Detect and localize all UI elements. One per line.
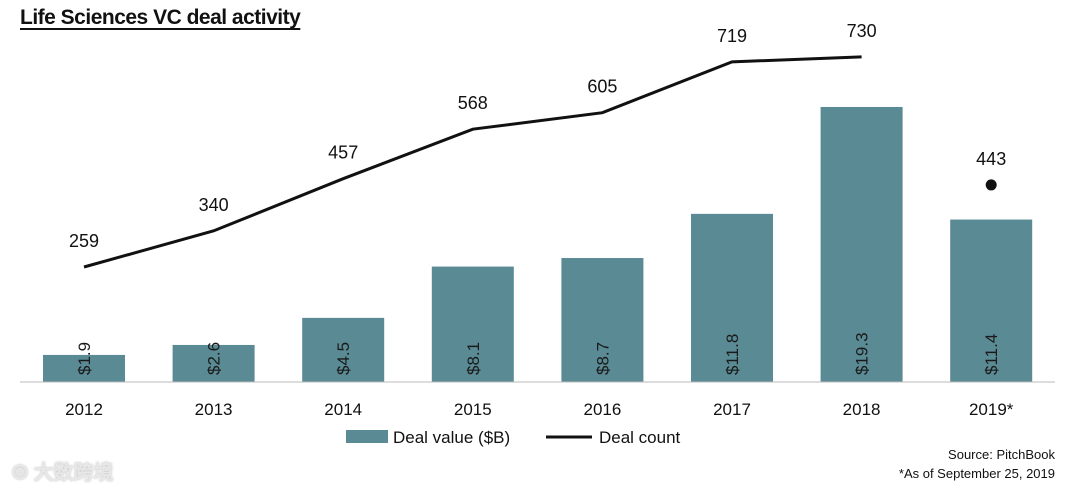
x-tick-label: 2015 <box>454 400 492 419</box>
legend-bar-swatch <box>346 430 388 443</box>
x-tick-label: 2018 <box>843 400 881 419</box>
deal-count-label: 457 <box>328 143 358 163</box>
deal-count-label: 605 <box>587 77 617 97</box>
watermark-text: 大数跨境 <box>33 462 114 484</box>
deal-count-label: 340 <box>199 195 229 215</box>
source-note: Source: PitchBook <box>948 447 1055 462</box>
bar-2014 <box>302 317 385 382</box>
deal-count-point-2019 <box>985 179 997 191</box>
x-tick-label: 2014 <box>324 400 362 419</box>
bar-2013 <box>172 344 255 382</box>
x-tick-label: 2017 <box>713 400 751 419</box>
watermark-logo: ⦾ 大数跨境 <box>12 462 114 484</box>
bar-2017 <box>691 213 773 382</box>
legend-bar-label: Deal value ($B) <box>393 428 510 447</box>
bar-value-label: $8.1 <box>464 342 483 375</box>
chart-title: Life Sciences VC deal activity <box>20 6 301 29</box>
legend-line-label: Deal count <box>599 428 681 447</box>
deal-count-label: 568 <box>458 93 488 113</box>
deal-count-line <box>83 55 862 269</box>
bar-2015 <box>431 266 514 382</box>
deal-count-label: 259 <box>69 231 99 251</box>
bar-2018 <box>820 106 903 382</box>
bar-value-label: $11.8 <box>723 334 742 375</box>
deal-count-label: 730 <box>847 21 877 41</box>
deal-count-label: 443 <box>976 149 1006 169</box>
bar-value-label: $1.9 <box>75 342 94 375</box>
bar-2019* <box>950 219 1033 382</box>
footnote: *As of September 25, 2019 <box>898 466 1055 481</box>
deal-count-label: 719 <box>717 26 747 46</box>
bar-2016 <box>561 258 644 382</box>
bar-value-label: $4.5 <box>334 342 353 375</box>
bar-value-label: $2.6 <box>205 342 224 375</box>
bar-value-label: $19.3 <box>853 332 872 375</box>
x-tick-label: 2016 <box>583 400 621 419</box>
bar-value-label: $8.7 <box>593 342 612 375</box>
x-tick-label: 2012 <box>65 400 103 419</box>
x-tick-label: 2013 <box>195 400 233 419</box>
x-tick-label: 2019* <box>969 400 1014 419</box>
bar-value-label: $11.4 <box>982 334 1001 375</box>
bar-2012 <box>43 354 125 382</box>
